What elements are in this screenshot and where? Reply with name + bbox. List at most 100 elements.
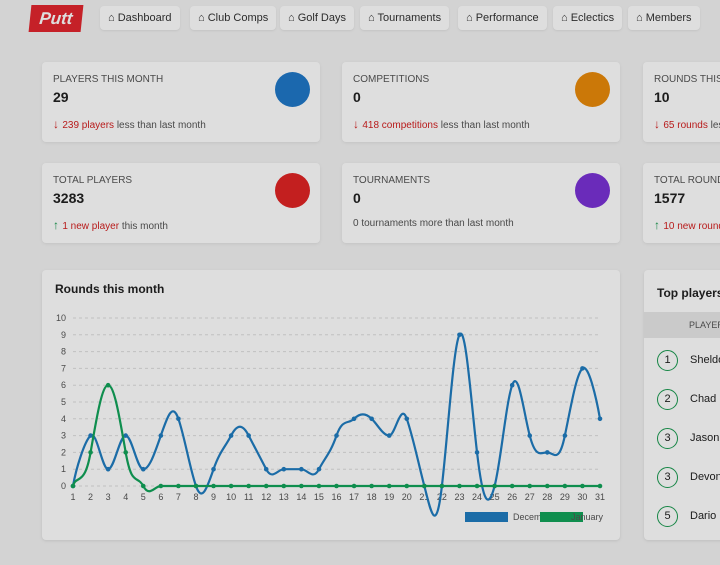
point bbox=[70, 483, 76, 489]
card-change: ↓ 65 rounds less than last month bbox=[654, 117, 720, 131]
point bbox=[509, 483, 515, 489]
card-icon bbox=[275, 72, 310, 107]
stat-card: TOTAL ROUNDS 1577 ↑ 10 new rounds this mon… bbox=[643, 163, 720, 243]
nav-item[interactable]: ⌂ Members bbox=[628, 6, 700, 30]
logo[interactable]: Putt bbox=[28, 5, 84, 32]
point bbox=[263, 483, 269, 489]
chart-panel: Rounds this month 0 1 2 3 4 5 6 7 8 9 10 1 2 3 4 5 6 7 8 9 1… bbox=[42, 270, 620, 540]
point bbox=[545, 483, 550, 489]
point bbox=[545, 450, 550, 455]
rank-badge: 5 bbox=[657, 506, 678, 527]
point bbox=[105, 382, 111, 388]
nav-item[interactable]: ⌂ Club Comps bbox=[190, 6, 277, 30]
nav-item[interactable]: ⌂ Dashboard bbox=[100, 6, 180, 30]
point bbox=[316, 466, 322, 472]
point bbox=[105, 466, 111, 472]
x-tick-label: 16 bbox=[331, 492, 341, 502]
y-tick-label: 6 bbox=[61, 380, 66, 390]
card-change: ↓ 239 players less than last month bbox=[53, 117, 206, 131]
point bbox=[404, 483, 410, 489]
point bbox=[597, 416, 603, 422]
point bbox=[299, 466, 304, 472]
y-tick-label: 7 bbox=[61, 363, 66, 373]
point bbox=[527, 483, 533, 489]
point bbox=[263, 466, 269, 472]
legend-swatch bbox=[465, 512, 508, 522]
stat-card: TOURNAMENTS 0 0 tournaments more than last… bbox=[342, 163, 620, 243]
x-tick-label: 10 bbox=[226, 492, 236, 502]
point bbox=[299, 483, 304, 489]
change-text: this month bbox=[121, 221, 168, 232]
arrow: ↑ bbox=[654, 218, 664, 232]
nav-item[interactable]: ⌂ Performance bbox=[458, 6, 547, 30]
arrow: ↓ bbox=[654, 117, 664, 131]
change-text: less than last month bbox=[116, 120, 206, 131]
x-tick-label: 28 bbox=[542, 492, 552, 502]
x-tick-label: 15 bbox=[314, 492, 324, 502]
card-value: 0 bbox=[353, 89, 361, 105]
arrow: ↓ bbox=[353, 117, 363, 131]
rank-badge: 3 bbox=[657, 428, 678, 449]
point bbox=[140, 466, 146, 472]
stat-card: ROUNDS THIS MONTH 10 ↓ 65 rounds less than… bbox=[643, 62, 720, 142]
player-name: Dario bbox=[690, 510, 717, 522]
point bbox=[457, 332, 462, 338]
change-text: more than last month bbox=[419, 218, 514, 229]
point bbox=[492, 483, 497, 489]
y-tick-label: 10 bbox=[56, 313, 66, 323]
point bbox=[334, 433, 339, 438]
point bbox=[580, 366, 585, 371]
x-tick-label: 31 bbox=[595, 492, 605, 502]
player-name: Jason bbox=[690, 432, 720, 444]
nav-item[interactable]: ⌂ Eclectics bbox=[553, 6, 623, 30]
table-header: PLAYER bbox=[644, 312, 720, 338]
change-text: less than last month bbox=[710, 120, 720, 131]
x-tick-label: 4 bbox=[123, 492, 128, 502]
card-change: ↓ 418 competitions less than last month bbox=[353, 117, 530, 131]
card-change: ↑ 1 new player this month bbox=[53, 218, 168, 232]
x-tick-label: 7 bbox=[176, 492, 181, 502]
y-tick-label: 9 bbox=[61, 330, 66, 340]
card-change: ↑ 10 new rounds this month bbox=[654, 218, 720, 232]
point bbox=[176, 416, 181, 422]
nav-item[interactable]: ⌂ Tournaments bbox=[360, 6, 450, 30]
arrow: ↓ bbox=[53, 117, 63, 131]
card-label: TOTAL ROUNDS bbox=[654, 175, 720, 186]
line bbox=[71, 332, 602, 517]
point bbox=[351, 483, 357, 489]
legend-label: December bbox=[513, 512, 555, 522]
card-icon bbox=[575, 173, 610, 208]
nav-item[interactable]: ⌂ Golf Days bbox=[280, 6, 354, 30]
legend-label: January bbox=[571, 512, 604, 522]
card-value: 0 bbox=[353, 190, 361, 206]
x-tick-label: 25 bbox=[490, 492, 500, 502]
point bbox=[158, 483, 164, 489]
change-value: 1 new player bbox=[62, 221, 120, 232]
point bbox=[123, 450, 128, 455]
point bbox=[140, 483, 146, 489]
card-label: ROUNDS THIS MONTH bbox=[654, 74, 720, 85]
y-tick-label: 5 bbox=[61, 397, 66, 407]
point bbox=[386, 483, 392, 489]
y-tick-label: 1 bbox=[61, 464, 66, 474]
card-value: 3283 bbox=[53, 190, 85, 206]
y-tick-label: 8 bbox=[61, 347, 66, 357]
arrow: ↑ bbox=[53, 218, 63, 232]
change-value: 239 players bbox=[62, 120, 115, 131]
x-tick-label: 27 bbox=[525, 492, 535, 502]
point bbox=[281, 466, 287, 472]
card-icon bbox=[275, 173, 310, 208]
card-value: 29 bbox=[53, 89, 69, 105]
point bbox=[457, 483, 462, 489]
x-tick-label: 3 bbox=[106, 492, 111, 502]
change-text: less than last month bbox=[440, 120, 530, 131]
point bbox=[369, 416, 374, 422]
y-tick-label: 0 bbox=[61, 481, 66, 491]
card-label: TOTAL PLAYERS bbox=[53, 175, 133, 186]
point bbox=[439, 483, 445, 489]
change-value: 10 new rounds bbox=[663, 221, 720, 232]
point bbox=[246, 433, 251, 438]
stat-card: COMPETITIONS 0 ↓ 418 competitions less tha… bbox=[342, 62, 620, 142]
point bbox=[422, 483, 427, 489]
